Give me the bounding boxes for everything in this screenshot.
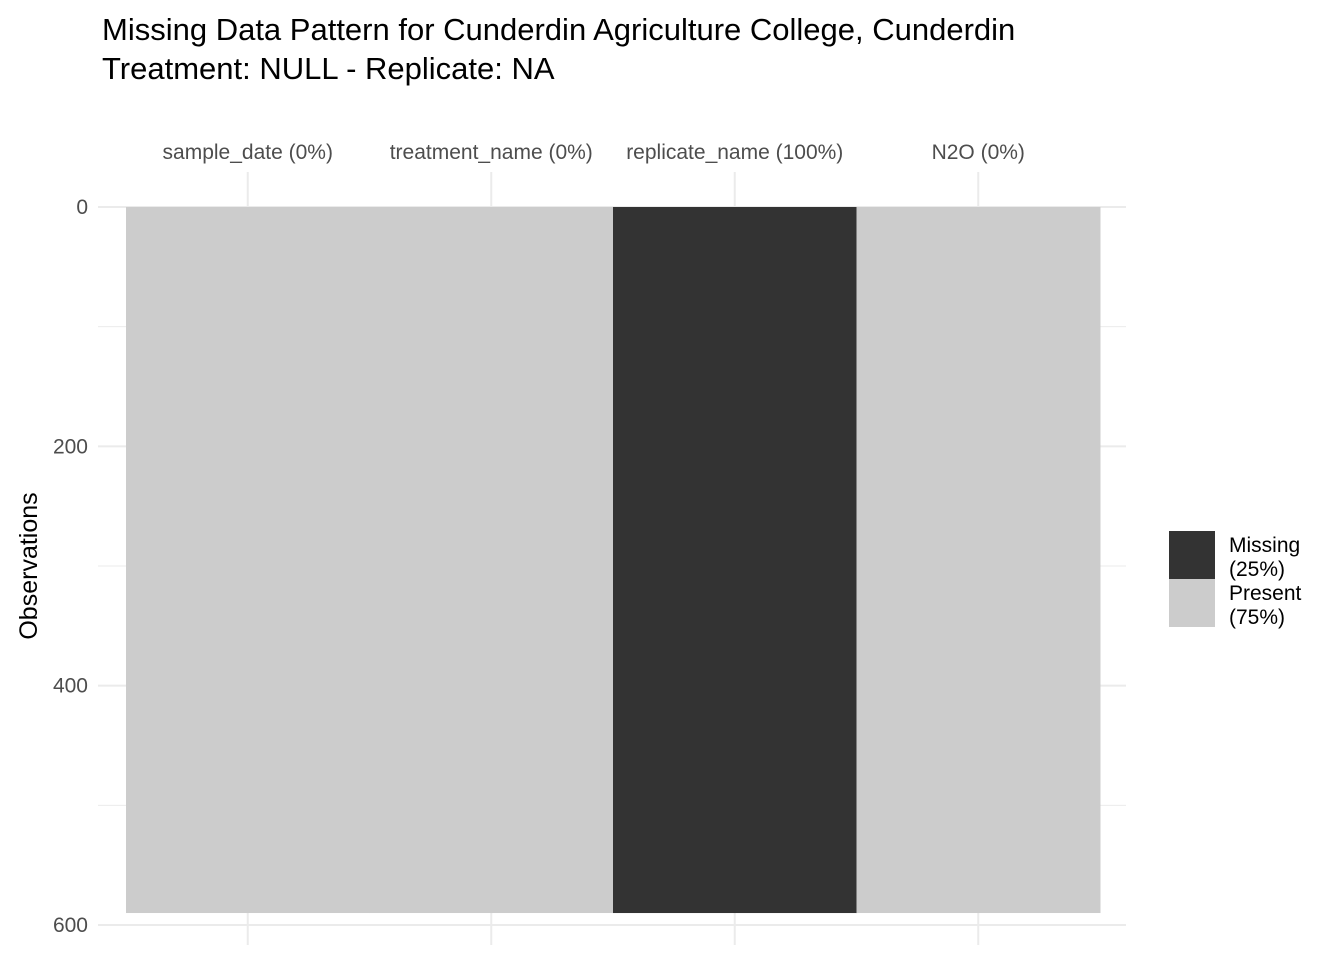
y-tick-label: 0 — [76, 196, 88, 219]
legend-label-present: Present — [1229, 582, 1302, 605]
x-tick-label-treatment_name: treatment_name (0%) — [390, 141, 593, 164]
y-tick-label: 400 — [53, 675, 88, 698]
y-axis-labels: 0 200 400 600 — [53, 196, 88, 937]
data-tiles — [126, 207, 1101, 914]
legend-key-present — [1169, 579, 1215, 627]
legend-pct-missing: (25%) — [1229, 558, 1285, 581]
x-tick-label-replicate_name: replicate_name (100%) — [626, 141, 843, 164]
y-tick-label: 200 — [53, 435, 88, 458]
legend: Missing(25%)Present(75%) — [1169, 531, 1302, 629]
tile-present-sample_date — [126, 207, 370, 914]
x-axis-labels: sample_date (0%) treatment_name (0%) repli… — [163, 141, 1025, 164]
legend-label-missing: Missing — [1229, 534, 1300, 557]
tile-present-treatment_name — [369, 207, 614, 914]
legend-key-missing — [1169, 531, 1215, 579]
x-tick-label-sample_date: sample_date (0%) — [163, 141, 333, 164]
chart-title-line-1: Missing Data Pattern for Cunderdin Agric… — [102, 12, 1016, 47]
y-tick-label: 600 — [53, 914, 88, 937]
legend-pct-present: (75%) — [1229, 606, 1285, 629]
y-axis-title: Observations — [15, 492, 43, 639]
x-tick-label-N2O: N2O (0%) — [932, 141, 1025, 164]
tile-present-N2O — [856, 207, 1101, 914]
tile-missing-replicate_name — [613, 207, 857, 914]
chart-title: Missing Data Pattern for Cunderdin Agric… — [102, 10, 1015, 88]
chart-subtitle: Treatment: NULL - Replicate: NA — [102, 51, 555, 86]
